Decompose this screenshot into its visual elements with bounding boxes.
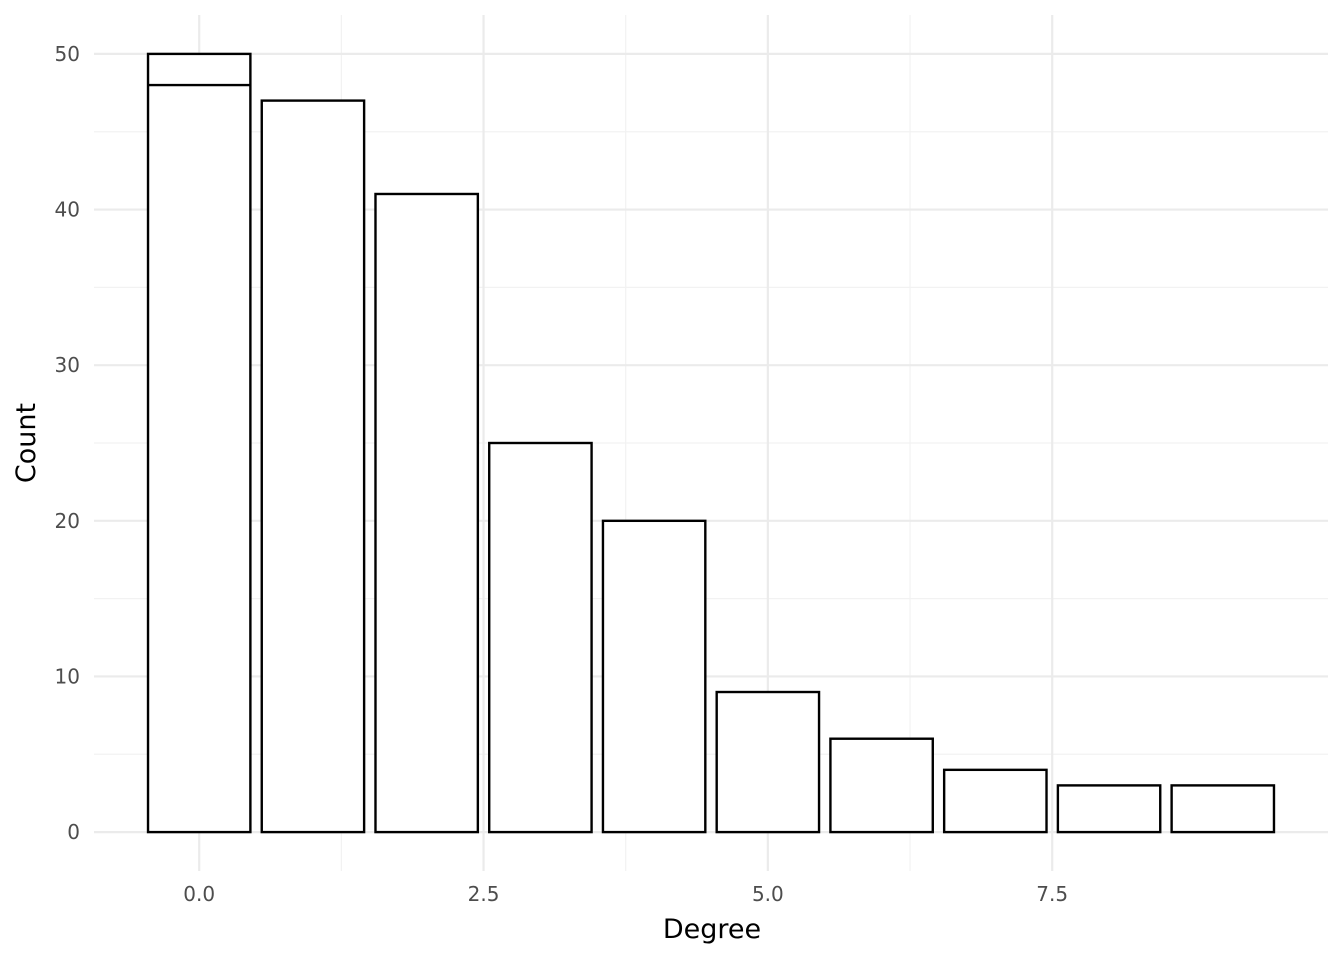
bar-7 [944,770,1046,832]
x-tick-label: 0.0 [183,882,215,906]
x-tick-label: 2.5 [468,882,500,906]
y-tick-label: 30 [55,353,80,377]
bar-8 [1058,785,1160,832]
x-tick-label: 7.5 [1036,882,1068,906]
y-tick-label: 40 [55,198,80,222]
bar-2 [375,194,477,832]
bar-4 [603,521,705,832]
bar-6 [830,739,932,832]
bar-5 [717,692,819,832]
bar-1 [262,101,364,832]
bar-3 [489,443,591,832]
bar-0 [148,54,250,832]
x-axis-title: Degree [663,914,761,945]
x-axis-ticks: 0.0 2.5 5.0 7.5 [183,882,1068,906]
bar-9 [1172,785,1274,832]
y-tick-label: 0 [67,820,80,844]
y-tick-label: 50 [55,42,80,66]
y-axis-title: Count [11,403,42,483]
y-tick-label: 10 [55,664,80,688]
y-tick-label: 20 [55,509,80,533]
y-axis-ticks: 0 10 20 30 40 50 [55,42,80,844]
x-tick-label: 5.0 [752,882,784,906]
